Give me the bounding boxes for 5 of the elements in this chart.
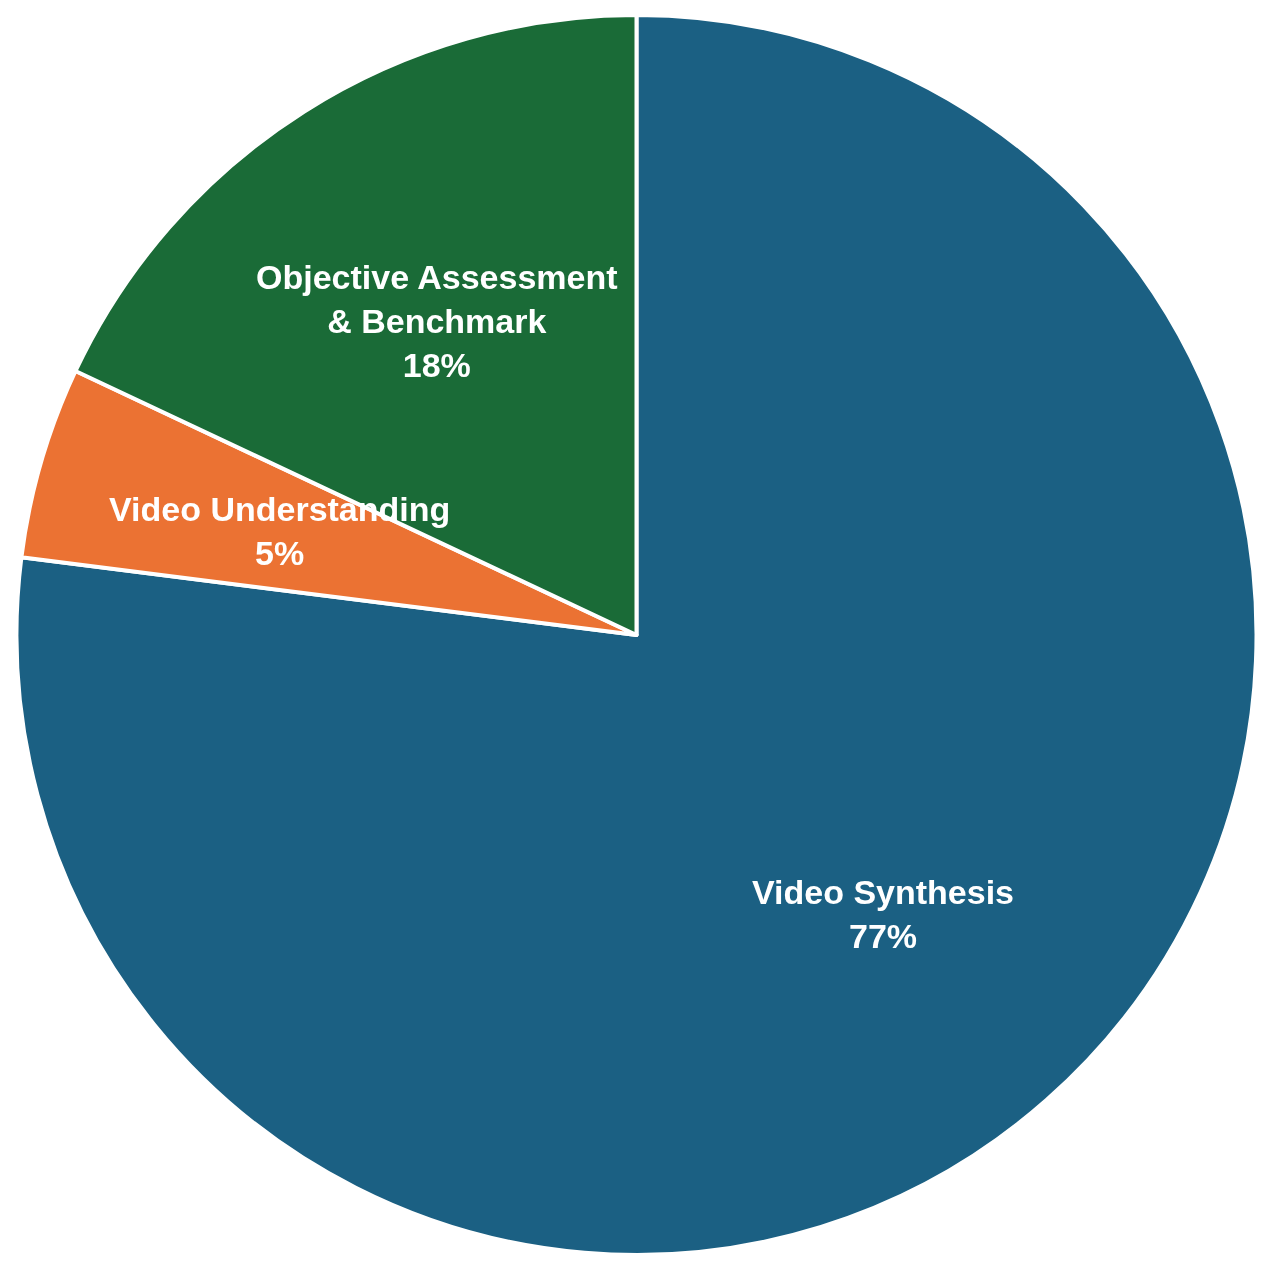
slice-label: Video Synthesis bbox=[752, 873, 1015, 911]
slice-label: Objective Assessment & Benchmark bbox=[256, 258, 618, 341]
data-label: 77% bbox=[848, 917, 918, 956]
data-label: 18% bbox=[402, 346, 471, 385]
data-label: 5% bbox=[255, 534, 305, 573]
